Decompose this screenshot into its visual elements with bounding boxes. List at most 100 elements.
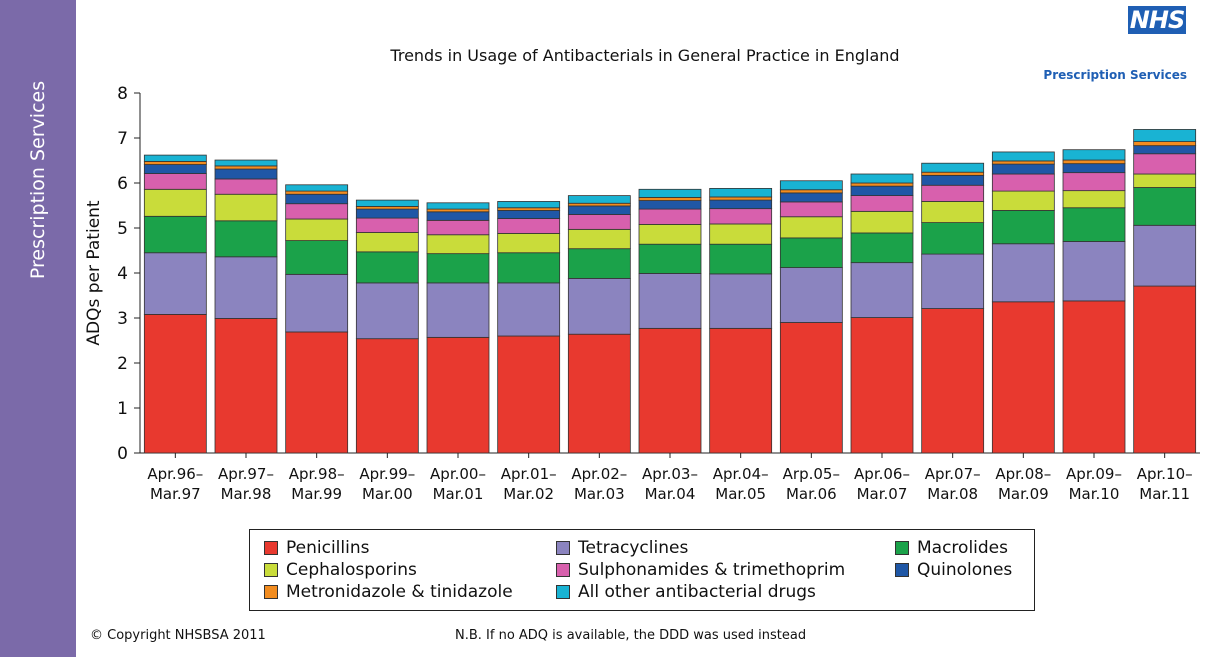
bar-segment bbox=[355, 205, 419, 210]
x-tick-label: Apr.97– bbox=[218, 465, 274, 483]
bar-segment bbox=[567, 202, 631, 207]
x-tick-label: Apr.00– bbox=[430, 465, 486, 483]
bar-segment bbox=[497, 282, 561, 337]
legend-swatch bbox=[556, 585, 570, 599]
bar-segment bbox=[991, 190, 1055, 211]
sidebar-band: Prescription Services bbox=[0, 0, 76, 657]
bar-segment bbox=[143, 215, 207, 254]
bar-segment bbox=[214, 178, 278, 195]
bar-segment bbox=[214, 256, 278, 319]
bar-segment bbox=[779, 192, 843, 203]
x-tick-label: Mar.03 bbox=[574, 485, 625, 503]
legend-label: Quinolones bbox=[917, 560, 1013, 580]
legend-item: Cephalosporins bbox=[264, 560, 417, 580]
bar-segment bbox=[709, 199, 773, 210]
legend-label: All other antibacterial drugs bbox=[578, 582, 816, 602]
bar-segment bbox=[426, 219, 490, 236]
bar-segment bbox=[143, 160, 207, 165]
bar-segment bbox=[1062, 172, 1126, 192]
bar-segment bbox=[497, 210, 561, 219]
y-tick-label: 0 bbox=[117, 444, 128, 464]
bar-segment bbox=[285, 203, 349, 220]
legend-label: Sulphonamides & trimethoprim bbox=[578, 560, 846, 580]
bar-segment bbox=[850, 173, 914, 184]
legend-item: All other antibacterial drugs bbox=[556, 582, 816, 602]
legend-swatch bbox=[264, 563, 278, 577]
bar-segment bbox=[497, 232, 561, 254]
y-tick-label: 3 bbox=[117, 309, 128, 329]
legend-swatch bbox=[264, 541, 278, 555]
x-tick-label: Apr.08– bbox=[995, 465, 1051, 483]
bar-segment bbox=[709, 273, 773, 329]
legend-label: Penicillins bbox=[286, 538, 370, 558]
x-tick-label: Mar.04 bbox=[645, 485, 696, 503]
x-tick-label: Mar.00 bbox=[362, 485, 413, 503]
bar-segment bbox=[355, 282, 419, 340]
bar-segment bbox=[638, 243, 702, 274]
legend-item: Sulphonamides & trimethoprim bbox=[556, 560, 845, 580]
bar-segment bbox=[1062, 190, 1126, 209]
y-tick-label: 8 bbox=[117, 84, 128, 104]
bar-segment bbox=[355, 251, 419, 284]
x-tick-label: Apr.02– bbox=[571, 465, 627, 483]
bar-segment bbox=[355, 338, 419, 454]
y-tick-label: 2 bbox=[117, 354, 128, 374]
legend-swatch bbox=[556, 541, 570, 555]
bar-segment bbox=[991, 151, 1055, 162]
bar-segment bbox=[779, 322, 843, 454]
x-tick-label: Apr.98– bbox=[289, 465, 345, 483]
x-tick-label: Apr.07– bbox=[925, 465, 981, 483]
bar-segment bbox=[426, 211, 490, 221]
bar-segment bbox=[638, 223, 702, 245]
legend-item: Tetracyclines bbox=[556, 538, 688, 558]
legend-item: Quinolones bbox=[895, 560, 1012, 580]
footnote-text: N.B. If no ADQ is available, the DDD was… bbox=[455, 628, 807, 643]
bar-segment bbox=[567, 228, 631, 250]
x-tick-label: Apr.99– bbox=[359, 465, 415, 483]
bar-segment bbox=[850, 232, 914, 264]
bar-segment bbox=[426, 282, 490, 338]
bar-segment bbox=[355, 199, 419, 207]
bar-segment bbox=[779, 180, 843, 191]
copyright-text: © Copyright NHSBSA 2011 bbox=[90, 628, 266, 643]
bar-segment bbox=[214, 220, 278, 258]
y-tick-label: 5 bbox=[117, 219, 128, 239]
bar-segment bbox=[497, 252, 561, 284]
bar-segment bbox=[214, 193, 278, 222]
bar-segment bbox=[921, 174, 985, 186]
x-tick-label: Mar.05 bbox=[715, 485, 766, 503]
x-tick-label: Mar.09 bbox=[998, 485, 1049, 503]
legend-swatch bbox=[895, 541, 909, 555]
x-tick-label: Mar.02 bbox=[503, 485, 554, 503]
bar-segment bbox=[1133, 141, 1197, 147]
x-tick-label: Mar.10 bbox=[1069, 485, 1120, 503]
bar-segment bbox=[426, 253, 490, 284]
bar-segment bbox=[143, 188, 207, 217]
bar-segment bbox=[426, 202, 490, 210]
bar-segment bbox=[638, 188, 702, 198]
bar-segment bbox=[709, 208, 773, 225]
bar-segment bbox=[638, 196, 702, 201]
bar-segment bbox=[567, 195, 631, 204]
bar-segment bbox=[497, 335, 561, 454]
bar-segment bbox=[921, 201, 985, 223]
bar-segment bbox=[921, 162, 985, 173]
y-tick-label: 7 bbox=[117, 129, 128, 149]
bar-segment bbox=[991, 160, 1055, 165]
bar-segment bbox=[991, 173, 1055, 192]
bar-segment bbox=[214, 168, 278, 180]
x-tick-label: Mar.01 bbox=[433, 485, 484, 503]
bar-segment bbox=[355, 208, 419, 219]
bar-segment bbox=[285, 218, 349, 242]
bar-segment bbox=[497, 218, 561, 234]
x-tick-label: Apr.01– bbox=[501, 465, 557, 483]
bar-segment bbox=[285, 193, 349, 205]
bar-segment bbox=[850, 185, 914, 196]
bar-segment bbox=[921, 171, 985, 176]
nhs-logo: NHS bbox=[1128, 6, 1186, 34]
bar-segment bbox=[1133, 285, 1197, 454]
x-tick-label: Apr.03– bbox=[642, 465, 698, 483]
bar-segment bbox=[214, 159, 278, 167]
legend-label: Cephalosporins bbox=[286, 560, 417, 580]
bar-segment bbox=[1062, 163, 1126, 174]
